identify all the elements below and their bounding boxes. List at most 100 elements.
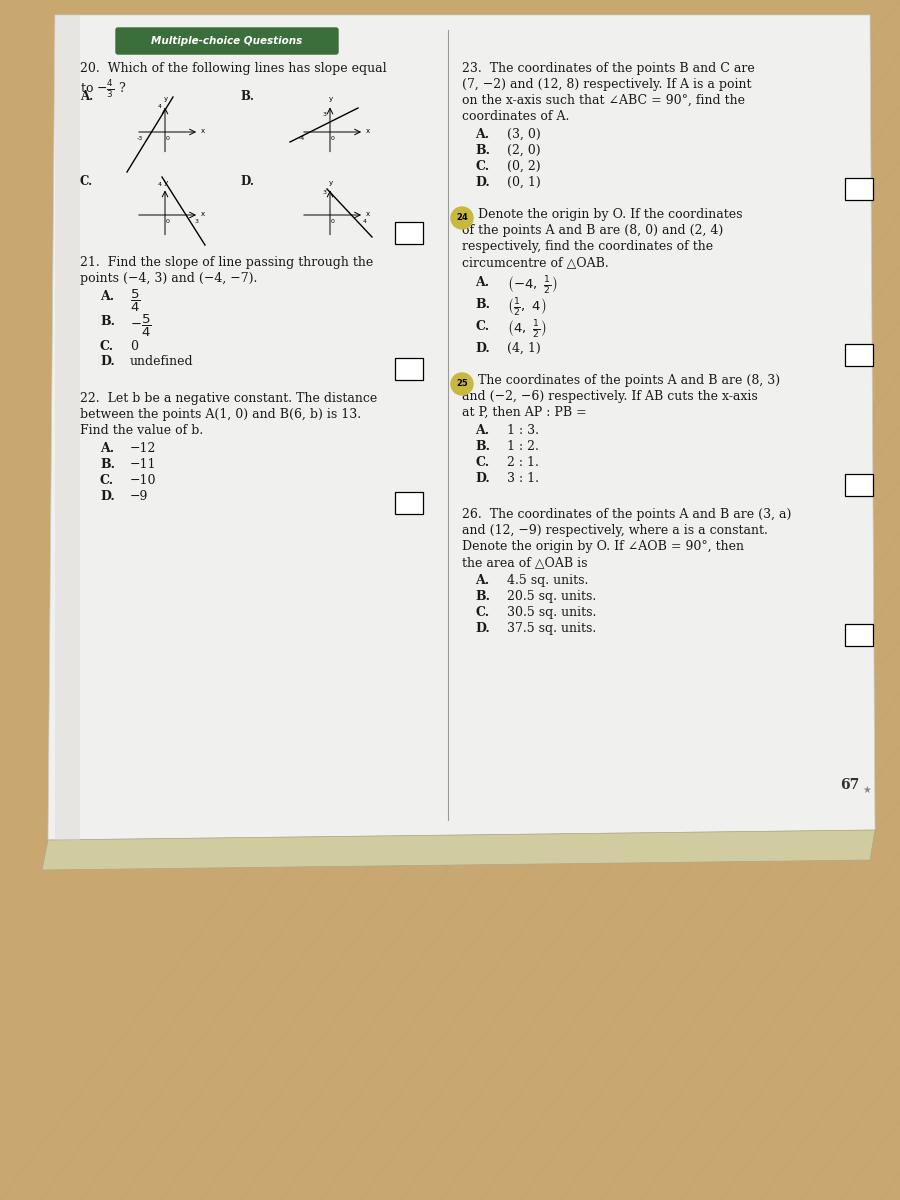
Text: 1 : 3.: 1 : 3. <box>507 424 539 437</box>
Text: Find the value of b.: Find the value of b. <box>80 424 203 437</box>
Text: (0, 1): (0, 1) <box>507 176 541 188</box>
Bar <box>845 178 873 200</box>
Text: 3: 3 <box>323 191 327 196</box>
Text: −12: −12 <box>130 442 157 455</box>
Text: undefined: undefined <box>130 355 194 368</box>
Text: and (−2, −6) respectively. If AB cuts the x-axis: and (−2, −6) respectively. If AB cuts th… <box>462 390 758 403</box>
Text: C.: C. <box>475 606 489 619</box>
Bar <box>395 492 423 514</box>
Text: respectively, find the coordinates of the: respectively, find the coordinates of th… <box>462 240 713 253</box>
Text: x: x <box>201 128 205 134</box>
Text: −9: −9 <box>130 490 148 503</box>
Text: A.: A. <box>475 128 489 140</box>
Bar <box>845 624 873 646</box>
FancyBboxPatch shape <box>116 28 338 54</box>
Text: 23.  The coordinates of the points B and C are: 23. The coordinates of the points B and … <box>462 62 755 74</box>
Text: B.: B. <box>240 90 254 103</box>
Text: points (−4, 3) and (−4, −7).: points (−4, 3) and (−4, −7). <box>80 272 257 284</box>
Text: B.: B. <box>100 458 115 470</box>
Text: $\left(-4,\ \frac{1}{2}\right)$: $\left(-4,\ \frac{1}{2}\right)$ <box>507 274 558 296</box>
Text: (7, −2) and (12, 8) respectively. If A is a point: (7, −2) and (12, 8) respectively. If A i… <box>462 78 752 91</box>
Text: 4: 4 <box>158 103 162 108</box>
Circle shape <box>451 373 473 395</box>
Text: ★: ★ <box>862 785 871 794</box>
Text: 1 : 2.: 1 : 2. <box>507 440 539 452</box>
Text: y: y <box>164 180 168 186</box>
Text: 30.5 sq. units.: 30.5 sq. units. <box>507 606 597 619</box>
Text: C.: C. <box>100 340 114 353</box>
Text: The coordinates of the points A and B are (8, 3): The coordinates of the points A and B ar… <box>478 374 780 386</box>
Text: −11: −11 <box>130 458 157 470</box>
Text: 0: 0 <box>331 218 335 224</box>
Text: A.: A. <box>80 90 94 103</box>
Text: (4, 1): (4, 1) <box>507 342 541 355</box>
Text: 67: 67 <box>840 778 860 792</box>
Text: y: y <box>328 96 333 102</box>
Text: D.: D. <box>240 175 254 188</box>
Text: coordinates of A.: coordinates of A. <box>462 110 570 122</box>
Text: 22.  Let b be a negative constant. The distance: 22. Let b be a negative constant. The di… <box>80 392 377 404</box>
Text: 2 : 1.: 2 : 1. <box>507 456 539 469</box>
Text: C.: C. <box>475 320 489 332</box>
Bar <box>395 222 423 244</box>
Text: B.: B. <box>100 314 115 328</box>
Text: 25: 25 <box>456 379 468 389</box>
Text: 24: 24 <box>456 214 468 222</box>
Text: 3: 3 <box>323 112 327 116</box>
Text: 0: 0 <box>166 136 170 140</box>
Text: 3: 3 <box>195 218 199 224</box>
Text: and (12, −9) respectively, where a is a constant.: and (12, −9) respectively, where a is a … <box>462 524 768 538</box>
Text: y: y <box>328 180 333 186</box>
Text: 3 : 1.: 3 : 1. <box>507 472 539 485</box>
Circle shape <box>451 206 473 229</box>
Text: $\left(\frac{1}{2},\ 4\right)$: $\left(\frac{1}{2},\ 4\right)$ <box>507 296 546 318</box>
Polygon shape <box>48 14 875 840</box>
Bar <box>395 358 423 380</box>
Text: x: x <box>366 211 370 217</box>
Text: -4: -4 <box>299 136 305 140</box>
Text: 20.5 sq. units.: 20.5 sq. units. <box>507 590 596 602</box>
Text: A.: A. <box>100 442 114 455</box>
Text: the area of △OAB is: the area of △OAB is <box>462 556 588 569</box>
Text: −10: −10 <box>130 474 157 487</box>
Text: D.: D. <box>475 176 490 188</box>
Text: B.: B. <box>475 144 490 157</box>
Text: D.: D. <box>475 342 490 355</box>
Text: C.: C. <box>100 474 114 487</box>
Text: B.: B. <box>475 298 490 311</box>
Text: A.: A. <box>475 424 489 437</box>
Text: C.: C. <box>80 175 94 188</box>
Text: B.: B. <box>475 590 490 602</box>
Text: Denote the origin by O. If the coordinates: Denote the origin by O. If the coordinat… <box>478 208 742 221</box>
Text: at P, then AP : PB =: at P, then AP : PB = <box>462 406 587 419</box>
Text: 0: 0 <box>166 218 170 224</box>
Text: D.: D. <box>475 622 490 635</box>
Text: 26.  The coordinates of the points A and B are (3, a): 26. The coordinates of the points A and … <box>462 508 791 521</box>
Text: B.: B. <box>475 440 490 452</box>
Text: on the x-axis such that ∠ABC = 90°, find the: on the x-axis such that ∠ABC = 90°, find… <box>462 94 745 107</box>
Bar <box>845 474 873 496</box>
Text: x: x <box>201 211 205 217</box>
Text: to $-\frac{4}{3}$ ?: to $-\frac{4}{3}$ ? <box>80 78 126 100</box>
Bar <box>845 344 873 366</box>
Text: D.: D. <box>100 355 115 368</box>
Text: (2, 0): (2, 0) <box>507 144 541 157</box>
Text: 4: 4 <box>363 218 367 224</box>
Text: 21.  Find the slope of line passing through the: 21. Find the slope of line passing throu… <box>80 256 374 269</box>
Text: C.: C. <box>475 456 489 469</box>
Bar <box>55 14 80 840</box>
Text: $\dfrac{5}{4}$: $\dfrac{5}{4}$ <box>130 288 140 314</box>
Text: between the points A(1, 0) and B(6, b) is 13.: between the points A(1, 0) and B(6, b) i… <box>80 408 361 421</box>
Text: 0: 0 <box>331 136 335 140</box>
Text: -3: -3 <box>137 136 143 140</box>
Text: y: y <box>164 96 168 102</box>
Text: 37.5 sq. units.: 37.5 sq. units. <box>507 622 596 635</box>
Text: D.: D. <box>475 472 490 485</box>
Text: $-\dfrac{5}{4}$: $-\dfrac{5}{4}$ <box>130 313 151 340</box>
Text: of the points A and B are (8, 0) and (2, 4): of the points A and B are (8, 0) and (2,… <box>462 224 724 236</box>
Text: x: x <box>366 128 370 134</box>
Text: (0, 2): (0, 2) <box>507 160 541 173</box>
Text: 4.5 sq. units.: 4.5 sq. units. <box>507 574 589 587</box>
Text: D.: D. <box>100 490 115 503</box>
Text: circumcentre of △OAB.: circumcentre of △OAB. <box>462 256 608 269</box>
